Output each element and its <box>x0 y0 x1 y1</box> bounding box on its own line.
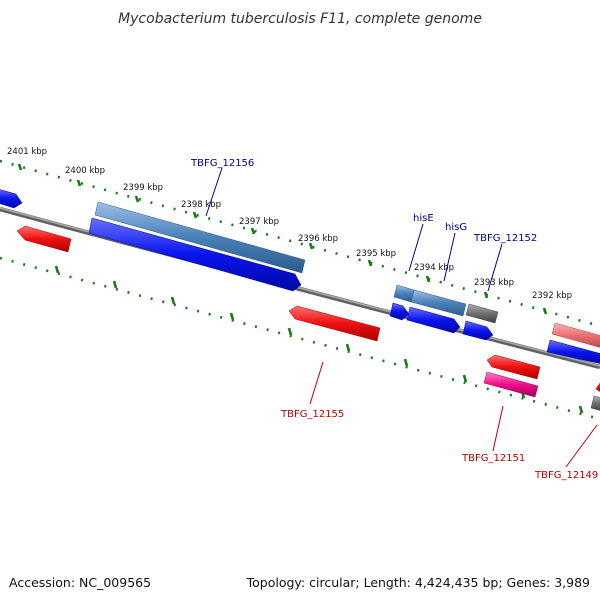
gene-TBFG_12149[interactable] <box>590 395 600 411</box>
tick-label: 2395 kbp <box>356 249 396 259</box>
tick-label: 2399 kbp <box>123 183 163 193</box>
gene-label-TBFG_12149[interactable]: TBFG_12149 <box>534 470 598 481</box>
tick-label: 2393 kbp <box>474 278 514 288</box>
tick-label: 2396 kbp <box>298 234 338 244</box>
backbone-highlight <box>0 207 600 367</box>
gene-TBFG_12151[interactable] <box>483 371 539 398</box>
label-leaders <box>205 167 598 468</box>
gene-label-hisG[interactable]: hisG <box>445 222 467 233</box>
gene-TBFG_12152[interactable] <box>465 303 499 324</box>
gene-blue-cds-long[interactable] <box>88 217 302 292</box>
gene-blue-cds[interactable] <box>462 320 494 341</box>
gene-blue-left-edge[interactable] <box>0 189 23 209</box>
reverse-major-ticks <box>54 265 584 414</box>
gene-label-TBFG_12151[interactable]: TBFG_12151 <box>461 453 525 464</box>
genome-summary-text: Topology: circular; Length: 4,424,435 bp… <box>246 575 590 590</box>
tick-label: 2398 kbp <box>181 200 221 210</box>
genome-backbone <box>0 206 600 370</box>
gene-red-cds-right-edge[interactable] <box>595 380 600 393</box>
reverse-tick-track <box>0 256 600 421</box>
tick-label: 2397 kbp <box>239 217 279 227</box>
gene-TBFG_12156[interactable] <box>94 201 306 274</box>
forward-major-ticks <box>17 163 548 315</box>
gene-label-hisE[interactable]: hisE <box>413 213 434 224</box>
gene-label-TBFG_12155[interactable]: TBFG_12155 <box>280 409 344 420</box>
tick-label: 2392 kbp <box>532 291 572 301</box>
gene-hisE[interactable] <box>393 284 415 303</box>
gene-hisG[interactable] <box>410 289 467 317</box>
gene-label-TBFG_12156[interactable]: TBFG_12156 <box>190 158 254 169</box>
gene-blue-cds-small[interactable] <box>389 302 410 321</box>
tick-label: 2401 kbp <box>7 147 47 157</box>
tick-label: 2400 kbp <box>65 166 105 176</box>
gene-blue-cds[interactable] <box>406 306 461 334</box>
tick-label: 2394 kbp <box>414 263 454 273</box>
map-title: Mycobacterium tuberculosis F11, complete… <box>118 11 482 27</box>
gene-label-TBFG_12152[interactable]: TBFG_12152 <box>473 233 537 244</box>
accession-text: Accession: NC_009565 <box>9 575 152 590</box>
gene-red-cds[interactable] <box>486 354 541 380</box>
gene-salmon[interactable] <box>551 322 600 348</box>
gene-blue-cds-right[interactable] <box>546 339 600 364</box>
gene-TBFG_12155[interactable] <box>288 305 381 342</box>
gene-red-cds-left[interactable] <box>16 225 72 253</box>
